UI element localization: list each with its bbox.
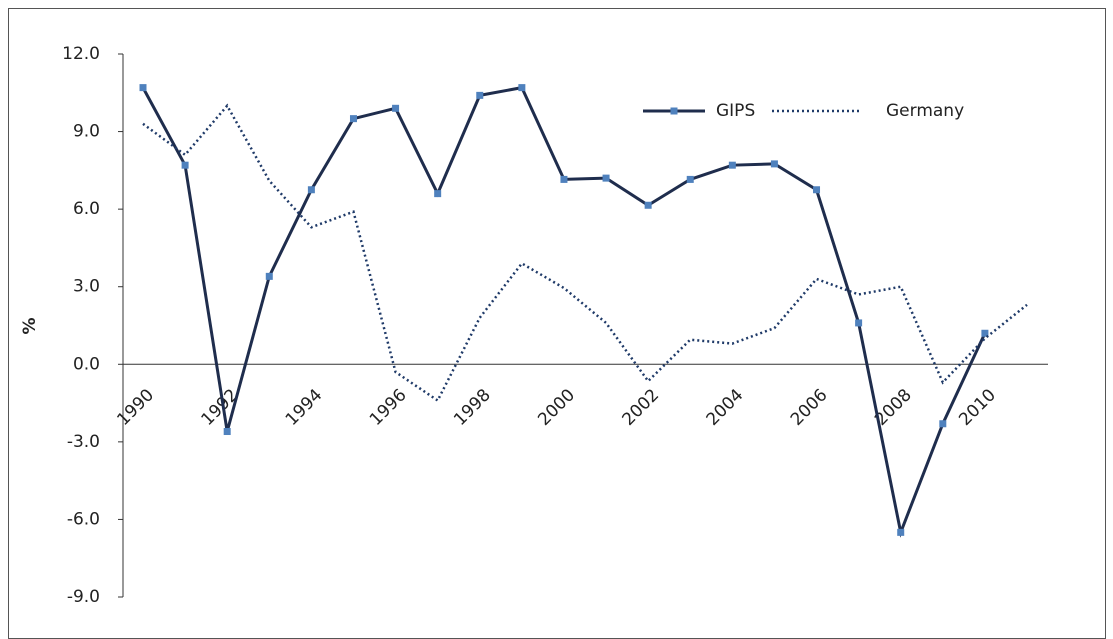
x-tick-label: 1994 <box>282 385 327 430</box>
series-marker <box>307 186 315 194</box>
series-marker <box>686 175 694 183</box>
series-marker <box>602 174 610 182</box>
series-marker <box>897 528 905 536</box>
y-tick-label: 6.0 <box>73 199 100 219</box>
series-marker <box>770 160 778 168</box>
series-marker <box>265 272 273 280</box>
series-marker <box>813 186 821 194</box>
x-tick-label: 2002 <box>618 385 663 430</box>
y-tick-label: 9.0 <box>73 122 100 142</box>
series-marker <box>349 115 357 123</box>
y-tick-label: -6.0 <box>67 509 100 529</box>
series-marker <box>644 201 652 209</box>
x-tick-label: 2000 <box>534 385 579 430</box>
series-line <box>142 103 1028 403</box>
series-marker <box>139 84 147 92</box>
series-marker <box>434 190 442 198</box>
x-tick-label: 1996 <box>366 385 411 430</box>
x-tick-label: 1990 <box>113 385 158 430</box>
y-axis-label: % <box>20 317 40 334</box>
x-tick-label: 2010 <box>955 385 1000 430</box>
legend-label: GIPS <box>716 101 755 121</box>
y-tick-label: 3.0 <box>73 277 100 297</box>
series-line <box>141 85 987 538</box>
series-marker <box>476 91 484 99</box>
legend-label: Germany <box>886 101 964 121</box>
series-marker <box>981 329 989 337</box>
legend-marker <box>670 107 678 115</box>
series-marker <box>518 84 526 92</box>
y-tick-label: 12.0 <box>62 44 100 64</box>
series-marker <box>939 420 947 428</box>
x-tick-label: 1998 <box>450 385 495 430</box>
series-marker <box>181 161 189 169</box>
y-tick-label: -9.0 <box>67 587 100 607</box>
series-marker <box>392 104 400 112</box>
y-tick-label: 0.0 <box>73 354 100 374</box>
x-tick-label: 2004 <box>703 385 748 430</box>
series-marker <box>560 175 568 183</box>
series-marker <box>728 161 736 169</box>
series-marker <box>223 428 231 436</box>
x-tick-label: 2006 <box>787 385 832 430</box>
y-tick-label: -3.0 <box>67 432 100 452</box>
series-marker <box>855 319 863 327</box>
